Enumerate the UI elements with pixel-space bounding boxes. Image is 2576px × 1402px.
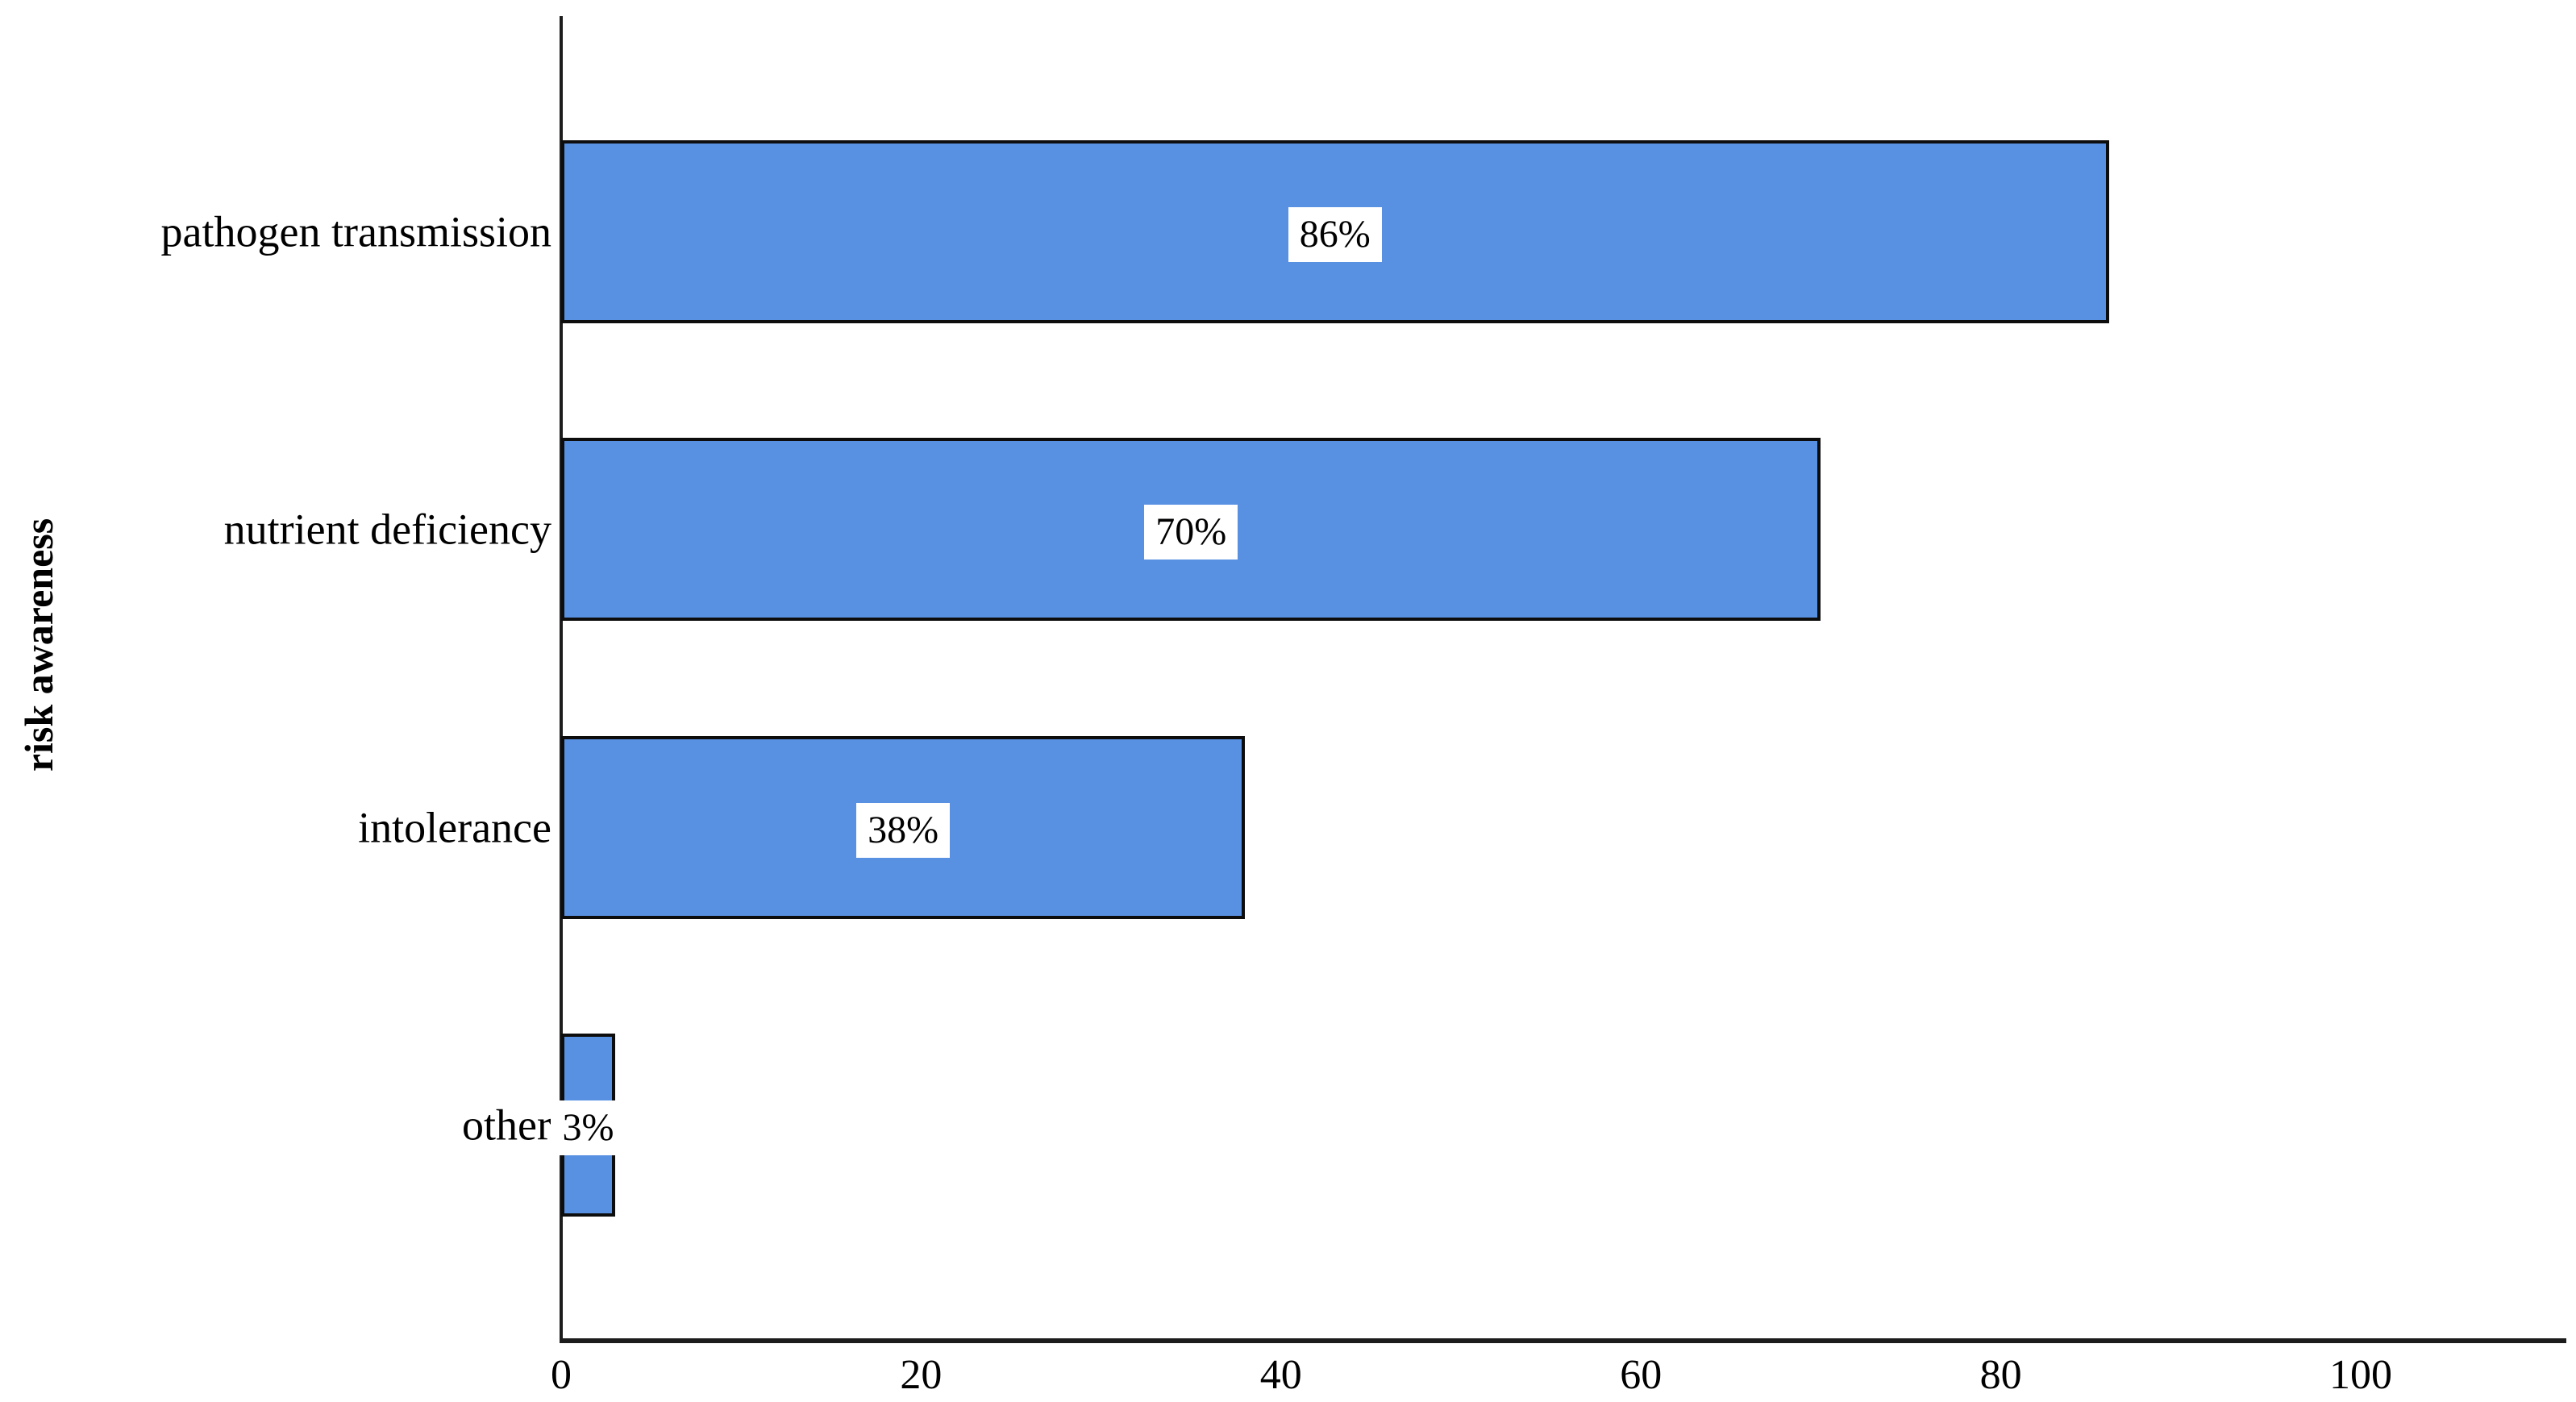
bar-value-label: 38% [856, 802, 951, 858]
x-tick-label: 60 [1620, 1352, 1663, 1398]
x-tick-label: 40 [1259, 1352, 1302, 1398]
y-axis-line [560, 16, 563, 1343]
bar-value-label: 70% [1144, 504, 1238, 560]
bar-intolerance [561, 736, 1245, 919]
category-label: pathogen transmission [160, 206, 551, 256]
category-label: intolerance [358, 802, 551, 851]
x-axis-line [560, 1338, 2566, 1343]
x-tick-label: 100 [2329, 1352, 2392, 1398]
category-label: other [462, 1100, 551, 1149]
category-label: nutrient deficiency [223, 504, 551, 553]
y-axis-title: risk awareness [16, 518, 61, 772]
x-tick-label: 80 [1979, 1352, 2022, 1398]
x-tick-label: 0 [551, 1352, 572, 1398]
bar-value-label: 3% [551, 1100, 626, 1155]
bar-value-label: 86% [1288, 206, 1382, 262]
x-tick-label: 20 [900, 1352, 943, 1398]
